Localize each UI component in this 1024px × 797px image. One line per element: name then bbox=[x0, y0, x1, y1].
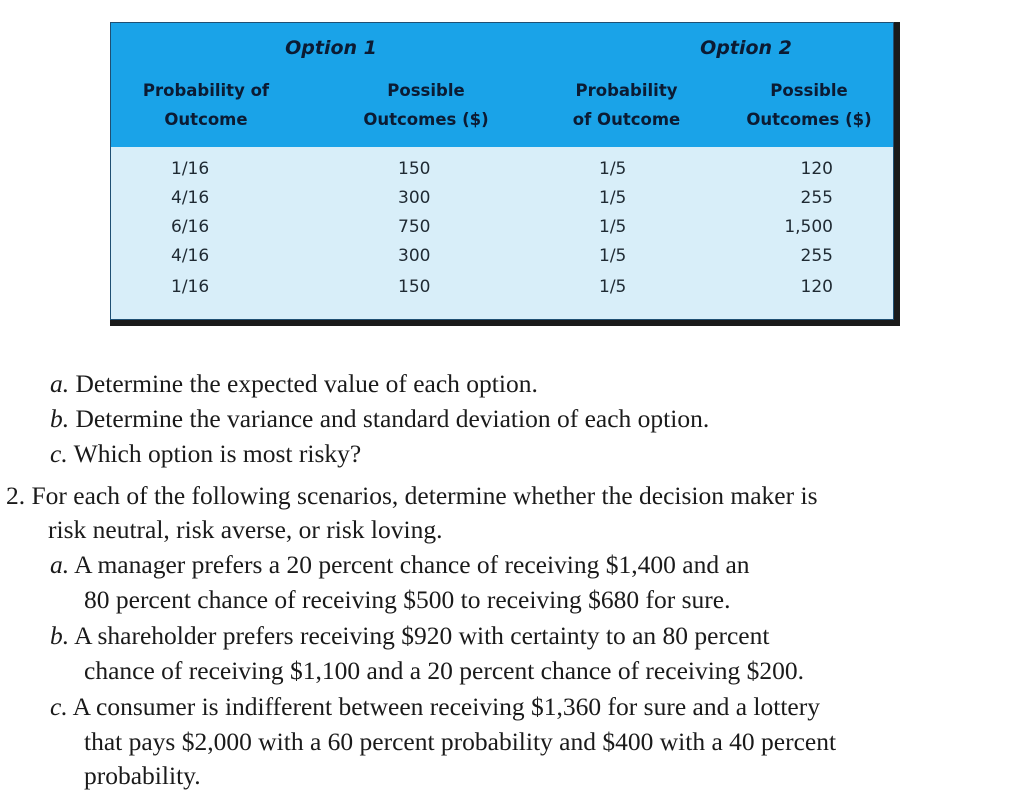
question-1b: b. Determine the variance and standard d… bbox=[50, 401, 709, 436]
question-1a: a. Determine the expected value of each … bbox=[50, 366, 538, 401]
question-letter: b. bbox=[50, 621, 70, 650]
table-cell: 1/5 bbox=[599, 246, 627, 266]
table-cell: 4/16 bbox=[171, 188, 210, 208]
header-probability-2: Probability of Outcome bbox=[539, 76, 714, 134]
header-line: Outcomes ($) bbox=[746, 110, 872, 129]
table-cell: 150 bbox=[398, 159, 431, 179]
question-letter: a. bbox=[50, 369, 70, 398]
header-probability-1: Probability of Outcome bbox=[116, 76, 296, 134]
table-cell: 1,500 bbox=[784, 217, 833, 237]
table-cell: 1/5 bbox=[599, 159, 627, 179]
option-1-title: Option 1 bbox=[285, 37, 377, 59]
header-line: Possible bbox=[770, 81, 848, 100]
question-2: 2. For each of the following scenarios, … bbox=[6, 478, 818, 513]
table-body: 1/16 150 1/5 120 4/16 300 1/5 255 6/16 7… bbox=[111, 147, 893, 319]
table-cell: 300 bbox=[398, 188, 431, 208]
question-letter: a. bbox=[50, 550, 70, 579]
question-1c: c. Which option is most risky? bbox=[50, 436, 361, 471]
table-cell: 1/16 bbox=[171, 159, 210, 179]
table-cell: 750 bbox=[398, 217, 431, 237]
question-2a-line-2: 80 percent chance of receiving $500 to r… bbox=[84, 585, 731, 614]
question-letter: c. bbox=[50, 692, 68, 721]
header-line: Possible bbox=[387, 81, 465, 100]
header-line: Outcome bbox=[164, 110, 248, 129]
question-text: A consumer is indifferent between receiv… bbox=[72, 692, 820, 721]
table-cell: 120 bbox=[800, 159, 833, 179]
question-text: Determine the variance and standard devi… bbox=[75, 404, 710, 433]
table-cell: 300 bbox=[398, 246, 431, 266]
question-2c-line-3: probability. bbox=[84, 761, 201, 790]
question-number: 2. bbox=[6, 481, 26, 510]
header-outcomes-2: Possible Outcomes ($) bbox=[723, 76, 895, 134]
question-2b-line-2: chance of receiving $1,100 and a 20 perc… bbox=[84, 656, 805, 685]
option-2-title: Option 2 bbox=[700, 37, 792, 59]
question-2b: b. A shareholder prefers receiving $920 … bbox=[50, 618, 769, 653]
question-text: A manager prefers a 20 percent chance of… bbox=[74, 550, 750, 579]
header-line: Probability of bbox=[142, 81, 270, 100]
question-2a: a. A manager prefers a 20 percent chance… bbox=[50, 547, 750, 582]
header-outcomes-1: Possible Outcomes ($) bbox=[331, 76, 521, 134]
table-cell: 6/16 bbox=[171, 217, 210, 237]
table-cell: 255 bbox=[800, 188, 833, 208]
table-cell: 1/5 bbox=[599, 217, 627, 237]
question-letter: c. bbox=[50, 439, 68, 468]
question-text: Which option is most risky? bbox=[73, 439, 362, 468]
question-text: For each of the following scenarios, det… bbox=[31, 481, 818, 510]
table-cell: 1/5 bbox=[599, 188, 627, 208]
question-2c: c. A consumer is indifferent between rec… bbox=[50, 689, 820, 724]
header-line: Probability bbox=[575, 81, 678, 100]
table-header: Option 1 Option 2 Probability of Outcome… bbox=[111, 23, 893, 147]
question-text: A shareholder prefers receiving $920 wit… bbox=[74, 621, 770, 650]
header-line: Outcomes ($) bbox=[363, 110, 489, 129]
table-frame: Option 1 Option 2 Probability of Outcome… bbox=[110, 22, 894, 320]
outcome-table: Option 1 Option 2 Probability of Outcome… bbox=[110, 22, 900, 326]
question-2c-line-2: that pays $2,000 with a 60 percent proba… bbox=[84, 727, 837, 756]
table-cell: 1/5 bbox=[599, 277, 627, 297]
question-text: Determine the expected value of each opt… bbox=[75, 369, 538, 398]
question-letter: b. bbox=[50, 404, 70, 433]
table-cell: 120 bbox=[800, 277, 833, 297]
table-cell: 150 bbox=[398, 277, 431, 297]
header-line: of Outcome bbox=[572, 110, 681, 129]
table-cell: 255 bbox=[800, 246, 833, 266]
table-cell: 1/16 bbox=[171, 277, 210, 297]
question-2-line-2: risk neutral, risk averse, or risk lovin… bbox=[48, 515, 443, 544]
table-cell: 4/16 bbox=[171, 246, 210, 266]
